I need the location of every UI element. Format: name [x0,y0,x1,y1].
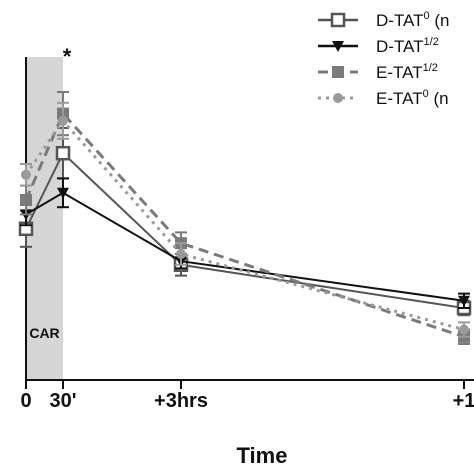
data-point [57,187,69,199]
legend: D-TAT0 (n D-TAT1/2 E-TAT1/2 E-TAT0 (n [318,10,450,108]
car-shaded-region [26,57,63,380]
legend-swatch-marker [333,93,343,103]
series-line [24,110,465,339]
x-tick-label: +3hrs [154,390,208,412]
significance-mark: * [63,44,72,69]
legend-swatch-marker [332,66,344,78]
data-point [458,295,470,307]
data-point [176,249,186,259]
legend-item: E-TAT0 (n [318,88,449,108]
legend-label: E-TAT0 (n [376,88,449,108]
legend-label: E-TAT1/2 [376,62,438,82]
data-point [20,194,32,206]
data-point [58,115,68,126]
legend-swatch-marker [330,12,346,28]
data-point [459,324,469,335]
legend-item: E-TAT1/2 [318,62,438,82]
series-2 [20,91,470,345]
data-point [21,169,31,180]
legend-label: D-TAT0 (n [376,10,450,30]
series-line [25,151,465,309]
legend-item: D-TAT1/2 [318,36,439,56]
series-1 [20,177,470,309]
x-tick-label: 0 [20,390,31,412]
shaded-region-layer [26,57,63,380]
legend-swatch-marker [332,41,344,52]
series-line [25,191,465,302]
data-point [55,145,71,161]
x-axis-title: Time [237,443,288,468]
x-tick-label: 30' [49,390,76,412]
shaded-region-label: CAR [29,325,59,341]
series-0 [18,127,472,317]
legend-item: D-TAT0 (n [318,10,450,30]
x-tick-label: +1 [453,390,474,412]
legend-label: D-TAT1/2 [376,36,439,56]
series-3 [20,101,470,338]
tick-label-layer: 0 30' +3hrs +1 [20,390,474,412]
annotation-layer: * [63,44,72,69]
series-layer [18,91,472,345]
series-line [24,118,465,332]
